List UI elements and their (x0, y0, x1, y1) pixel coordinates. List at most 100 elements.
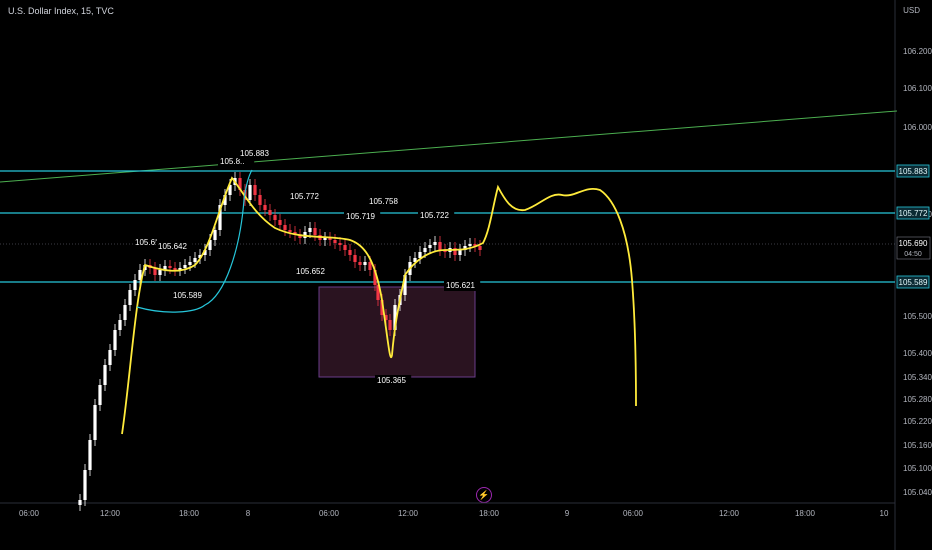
x-tick-label: 12:00 (719, 509, 740, 518)
candle-body (153, 268, 157, 275)
candle-body (393, 305, 397, 330)
y-tick-label: 105.340 (903, 373, 932, 382)
candle-body (118, 320, 122, 330)
candle-body (183, 265, 187, 268)
candle-body (228, 185, 232, 195)
annotation-bg (218, 156, 255, 167)
candle-body (468, 244, 472, 246)
demand-zone (318, 286, 476, 378)
y-tick-label: 106.100 (903, 84, 932, 93)
last-price-label: 105.690 (899, 239, 928, 248)
candle-body (376, 285, 380, 300)
candle-body (238, 178, 242, 190)
candle-body (308, 228, 312, 232)
candle-body (388, 320, 392, 330)
level-tag (896, 206, 930, 220)
candle-body (458, 250, 462, 255)
annotation-bg (367, 196, 404, 207)
candle-body (323, 238, 327, 240)
level-tag (896, 275, 930, 289)
level-label: 105.883 (899, 167, 928, 176)
candle-body (138, 270, 142, 280)
y-tick-label: 106.200 (903, 47, 932, 56)
x-tick-label: 8 (246, 509, 251, 518)
x-tick-label: 18:00 (179, 509, 200, 518)
candle-body (253, 185, 257, 195)
y-tick-label: 105.040 (903, 488, 932, 497)
candle-body (108, 350, 112, 365)
candle-body (453, 248, 457, 255)
candle-body (178, 268, 182, 270)
candle-body (283, 225, 287, 230)
annotation-label: 105.621 (446, 281, 475, 290)
candle-body (223, 195, 227, 205)
annotation-bg (294, 266, 331, 277)
candle-body (98, 385, 102, 405)
x-tick-label: 06:00 (623, 509, 644, 518)
candle-body (128, 290, 132, 305)
last-price-tag (896, 236, 931, 260)
annotation-bg (156, 241, 193, 252)
x-tick-label: 06:00 (319, 509, 340, 518)
annotation-label: 105.365 (377, 376, 406, 385)
candle-body (258, 195, 262, 205)
candle-body (203, 250, 207, 255)
annotation-bg (375, 375, 412, 386)
candle-body (268, 210, 272, 215)
level-tag (896, 164, 930, 178)
candle-body (278, 220, 282, 225)
candle-body (298, 235, 302, 238)
x-tick-label: 12:00 (100, 509, 121, 518)
candle-body (123, 305, 127, 320)
candle-body (418, 252, 422, 258)
annotation-bg (238, 148, 275, 159)
x-tick-label: 18:00 (479, 509, 500, 518)
x-tick-label: 12:00 (398, 509, 419, 518)
annotation-bg (171, 290, 208, 301)
x-tick-label: 10 (880, 509, 889, 518)
candle-body (373, 270, 377, 285)
candle-body (478, 246, 482, 250)
candle-body (88, 440, 92, 470)
annotation-bg (444, 280, 481, 291)
annotation-label: 105.722 (420, 211, 449, 220)
candle-body (433, 242, 437, 245)
countdown-label: 04:50 (904, 251, 922, 258)
candle-body (403, 275, 407, 295)
y-tick-label: 106.000 (903, 123, 932, 132)
candle-body (113, 330, 117, 350)
candle-body (338, 243, 342, 245)
candle-body (163, 266, 167, 270)
candle-body (380, 300, 384, 315)
annotation-label: 105.719 (346, 212, 375, 221)
y-tick-label: 105.500 (903, 312, 932, 321)
swing-arc (136, 169, 253, 313)
currency-label: USD (903, 6, 920, 15)
annotation-label: 105.758 (369, 197, 398, 206)
candle-body (173, 268, 177, 270)
chart-title: U.S. Dollar Index, 15, TVC (8, 6, 114, 16)
candle-body (288, 230, 292, 232)
annotation-label: 105.6! (135, 238, 157, 247)
y-tick-label: 105.220 (903, 417, 932, 426)
projection-line (121, 176, 637, 435)
candle-body (384, 315, 388, 320)
level-label: 105.772 (899, 209, 928, 218)
annotation-label: 105.883 (240, 149, 269, 158)
y-tick-label: 105.100 (903, 464, 932, 473)
annotation-label: 105.772 (290, 192, 319, 201)
annotation-bg (344, 211, 381, 222)
candle-body (83, 470, 87, 500)
candle-body (168, 266, 172, 268)
annotation-bg (288, 191, 325, 202)
candle-body (348, 250, 352, 255)
candle-body (248, 185, 252, 200)
candle-body (473, 244, 477, 246)
candle-body (463, 246, 467, 250)
annotation-label: 105.642 (158, 242, 187, 251)
candle-body (353, 255, 357, 262)
candle-body (198, 255, 202, 258)
candle-body (213, 230, 217, 240)
candle-body (93, 405, 97, 440)
